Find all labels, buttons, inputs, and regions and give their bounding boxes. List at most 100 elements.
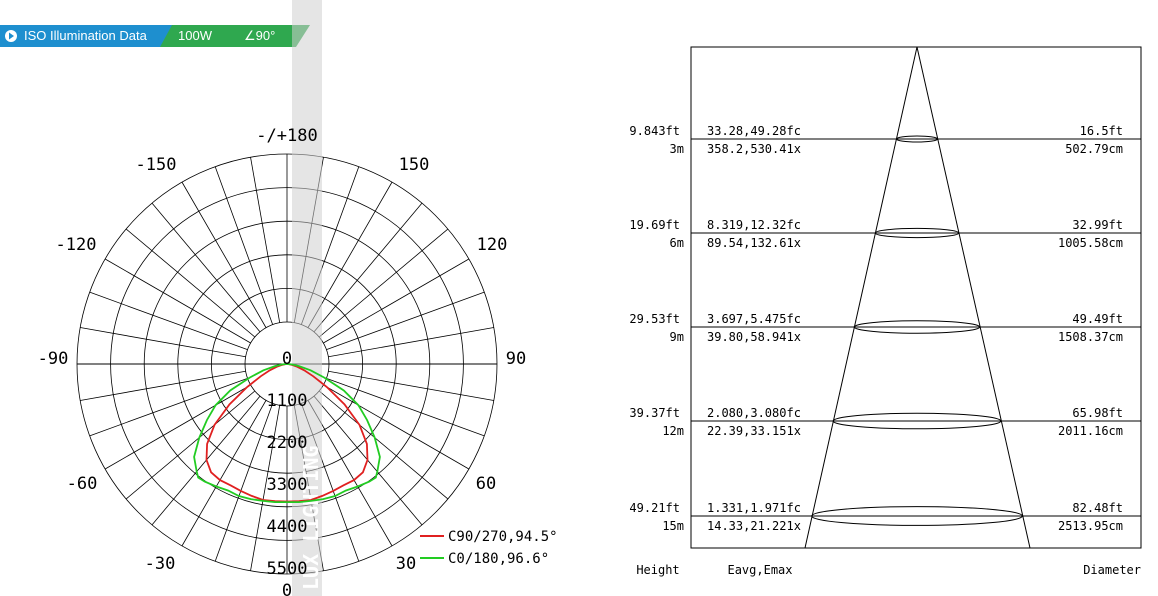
polar-spoke (104, 384, 251, 470)
beam-ellipse (811, 506, 1023, 526)
polar-spoke (151, 202, 261, 333)
cone-height-ft: 39.37ft (629, 406, 680, 420)
cone-eavg-fc: 3.697,5.475fc (707, 312, 801, 326)
angle-label-upper-right: 150 (399, 155, 430, 175)
polar-spoke (323, 384, 470, 470)
polar-spoke (80, 370, 246, 401)
polar-spoke (89, 377, 248, 437)
cone-diameter-ft: 82.48ft (1072, 501, 1123, 515)
footer-height-label: Height (636, 563, 679, 577)
polar-spoke (323, 258, 470, 344)
cone-height-ft: 19.69ft (629, 218, 680, 232)
radial-label-5500: 5500 (267, 559, 308, 579)
watermark-bar (292, 0, 322, 596)
angle-label-top: -/+180 (256, 126, 317, 146)
cone-height-m: 12m (662, 424, 684, 438)
header-banner: ISO Illumination Data 100W ∠90° (0, 25, 310, 47)
banner-background (0, 25, 310, 47)
cone-diameter-cm: 2011.16cm (1058, 424, 1123, 438)
cone-row: 49.21ft 15m 1.331,1.971fc 14.33,21.221x 82.4… (629, 501, 1141, 533)
cone-height-ft: 9.843ft (629, 124, 680, 138)
radial-label-1100: 1100 (267, 391, 308, 411)
polar-spoke (250, 405, 281, 571)
polar-spoke (214, 166, 274, 325)
angle-label-right-high: 120 (477, 235, 508, 255)
cone-eavg-fc: 33.28,49.28fc (707, 124, 801, 138)
banner-power: 100W (178, 28, 212, 43)
cone-height-m: 6m (670, 236, 684, 250)
cone-eavg-lx: 39.80,58.941x (707, 330, 801, 344)
cone-diameter-ft: 49.49ft (1072, 312, 1123, 326)
angle-label-left: -90 (38, 349, 69, 369)
radial-label-bottom-zero: 0 (282, 581, 292, 596)
polar-spoke (125, 228, 256, 338)
radial-label-4400: 4400 (267, 517, 308, 537)
cone-eavg-lx: 358.2,530.41x (707, 142, 801, 156)
polar-spoke (318, 390, 449, 500)
cone-row: 29.53ft 9m 3.697,5.475fc 39.80,58.941x 49.49… (629, 312, 1141, 344)
cone-height-ft: 29.53ft (629, 312, 680, 326)
cone-row: 39.37ft 12m 2.080,3.080fc 22.39,33.151x 65.9… (629, 406, 1141, 438)
beam-ellipse (832, 412, 1002, 430)
cone-eavg-lx: 89.54,132.61x (707, 236, 801, 250)
footer-eavg-label: Eavg,Emax (727, 563, 792, 577)
polar-spoke (326, 291, 485, 351)
cone-eavg-fc: 8.319,12.32fc (707, 218, 801, 232)
cone-edge-right (916, 46, 1031, 549)
polar-spoke (214, 403, 274, 562)
cone-eavg-lx: 14.33,21.221x (707, 519, 801, 533)
cone-height-m: 9m (670, 330, 684, 344)
cone-row: 9.843ft 3m 33.28,49.28fc 358.2,530.41x 16.5f… (629, 124, 1141, 156)
watermark-text: LUX LIGHTING (299, 446, 323, 591)
polar-spoke (326, 377, 485, 437)
polar-spoke (328, 370, 494, 401)
cone-frame (690, 46, 1142, 549)
cone-diameter-cm: 502.79cm (1065, 142, 1123, 156)
polar-spoke (313, 202, 423, 333)
cone-diameter-cm: 2513.95cm (1058, 519, 1123, 533)
cone-edge-left (804, 46, 918, 549)
polar-diagram: LUX LIGHTING -/+180 -150 150 -120 120 -9… (38, 0, 558, 596)
angle-label-bottom-left: -30 (145, 554, 176, 574)
polar-spoke (80, 327, 246, 358)
cone-height-ft: 49.21ft (629, 501, 680, 515)
polar-spoke (181, 400, 267, 547)
beam-ellipse (874, 227, 960, 239)
cone-diameter-ft: 32.99ft (1072, 218, 1123, 232)
polar-spoke (250, 157, 281, 323)
cone-row: 19.69ft 6m 8.319,12.32fc 89.54,132.61x 32.99… (629, 218, 1141, 250)
polar-spoke (318, 228, 449, 338)
angle-label-upper-left: -150 (136, 155, 177, 175)
beam-cone-diagram: 9.843ft 3m 33.28,49.28fc 358.2,530.41x 16.5f… (629, 46, 1142, 577)
cone-diameter-ft: 65.98ft (1072, 406, 1123, 420)
angle-label-lower-left: -60 (67, 474, 98, 494)
cone-eavg-lx: 22.39,33.151x (707, 424, 801, 438)
cone-diameter-ft: 16.5ft (1080, 124, 1123, 138)
polar-spoke (89, 291, 248, 351)
intensity-curve-1 (193, 363, 381, 503)
polar-spoke (125, 390, 256, 500)
angle-label-left-high: -120 (56, 235, 97, 255)
cone-height-m: 3m (670, 142, 684, 156)
banner-title: ISO Illumination Data (24, 28, 147, 43)
beam-ellipse (895, 135, 939, 143)
legend-label-c0: C0/180,96.6° (448, 551, 549, 567)
polar-spoke (104, 258, 251, 344)
cone-rows: 9.843ft 3m 33.28,49.28fc 358.2,530.41x 16.5f… (629, 124, 1141, 533)
cone-height-m: 15m (662, 519, 684, 533)
angle-label-right: 90 (506, 349, 526, 369)
radial-label-3300: 3300 (267, 475, 308, 495)
legend-label-c90: C90/270,94.5° (448, 529, 558, 545)
polar-spoke (328, 327, 494, 358)
cone-eavg-fc: 1.331,1.971fc (707, 501, 801, 515)
cone-eavg-fc: 2.080,3.080fc (707, 406, 801, 420)
polar-spoke (181, 181, 267, 328)
cone-diameter-cm: 1005.58cm (1058, 236, 1123, 250)
angle-label-lower-right: 60 (476, 474, 496, 494)
radial-label-2200: 2200 (267, 433, 308, 453)
banner-beam-angle: ∠90° (244, 28, 276, 43)
polar-curves (193, 363, 381, 503)
angle-label-bottom-right: 30 (396, 554, 416, 574)
footer-diameter-label: Diameter (1083, 563, 1141, 577)
beam-ellipse (853, 320, 981, 334)
